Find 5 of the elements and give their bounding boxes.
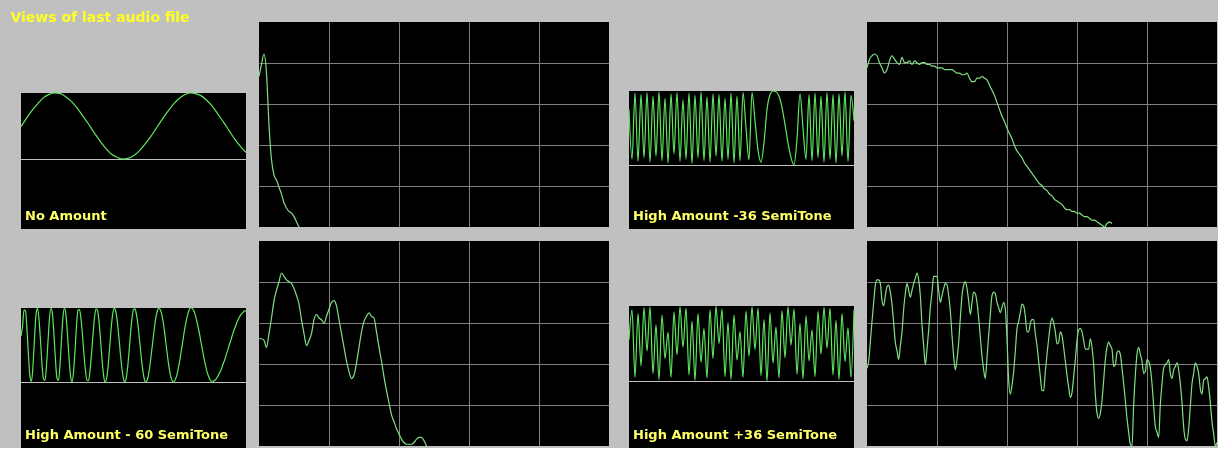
text: High Amount - 60 SemiTone <box>25 427 229 442</box>
chart-title: Views of last audio file <box>10 9 190 25</box>
text: No Amount <box>25 208 107 223</box>
text: High Amount -36 SemiTone <box>633 208 832 223</box>
text: High Amount +36 SemiTone <box>633 427 838 442</box>
